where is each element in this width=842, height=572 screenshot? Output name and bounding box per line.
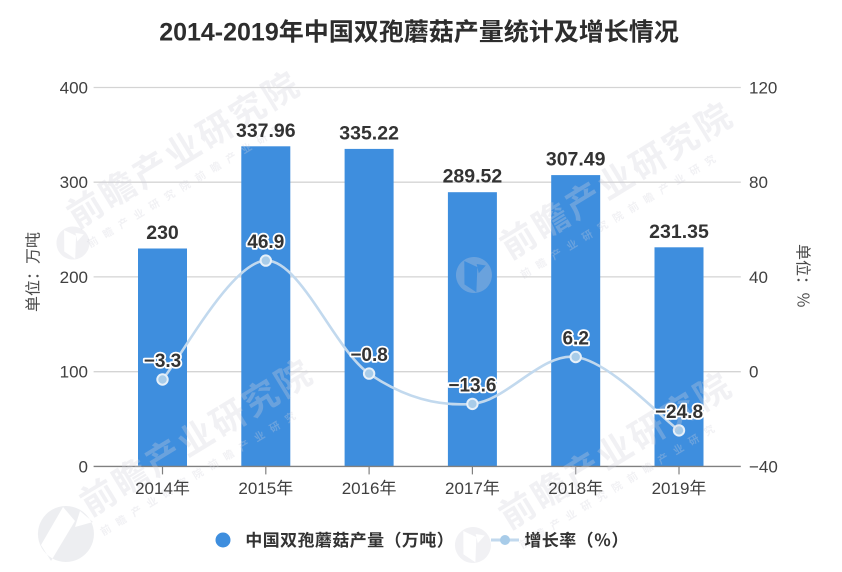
svg-text:2018: 2018	[548, 479, 586, 498]
svg-text:335.22: 335.22	[339, 122, 399, 144]
svg-text:46.9: 46.9	[247, 232, 284, 253]
svg-text:120: 120	[749, 79, 777, 98]
svg-text:−24.8: −24.8	[655, 402, 703, 423]
svg-text:6.2: 6.2	[562, 329, 588, 350]
svg-text:−3.3: −3.3	[144, 351, 182, 372]
svg-text:300: 300	[60, 173, 88, 192]
svg-text:2019: 2019	[652, 479, 690, 498]
svg-text:2015: 2015	[238, 479, 276, 498]
svg-text:−0.8: −0.8	[350, 345, 388, 366]
svg-text:2014: 2014	[135, 479, 173, 498]
svg-text:307.49: 307.49	[546, 149, 606, 171]
svg-text:2014-2019: 2014-2019	[159, 19, 279, 47]
svg-text:400: 400	[60, 79, 88, 98]
svg-text:2016: 2016	[342, 479, 380, 498]
svg-text:289.52: 289.52	[443, 166, 503, 188]
svg-text:100: 100	[60, 363, 88, 382]
svg-text:200: 200	[60, 268, 88, 287]
svg-text:0: 0	[749, 363, 758, 382]
svg-text:0: 0	[79, 457, 88, 476]
svg-text:80: 80	[749, 173, 768, 192]
svg-text:40: 40	[749, 268, 768, 287]
svg-text:231.35: 231.35	[649, 221, 709, 243]
svg-text:230: 230	[146, 222, 179, 244]
svg-text:−13.6: −13.6	[448, 375, 496, 396]
svg-text:−40: −40	[749, 457, 778, 476]
svg-text:2017: 2017	[445, 479, 483, 498]
svg-text:337.96: 337.96	[236, 120, 296, 142]
